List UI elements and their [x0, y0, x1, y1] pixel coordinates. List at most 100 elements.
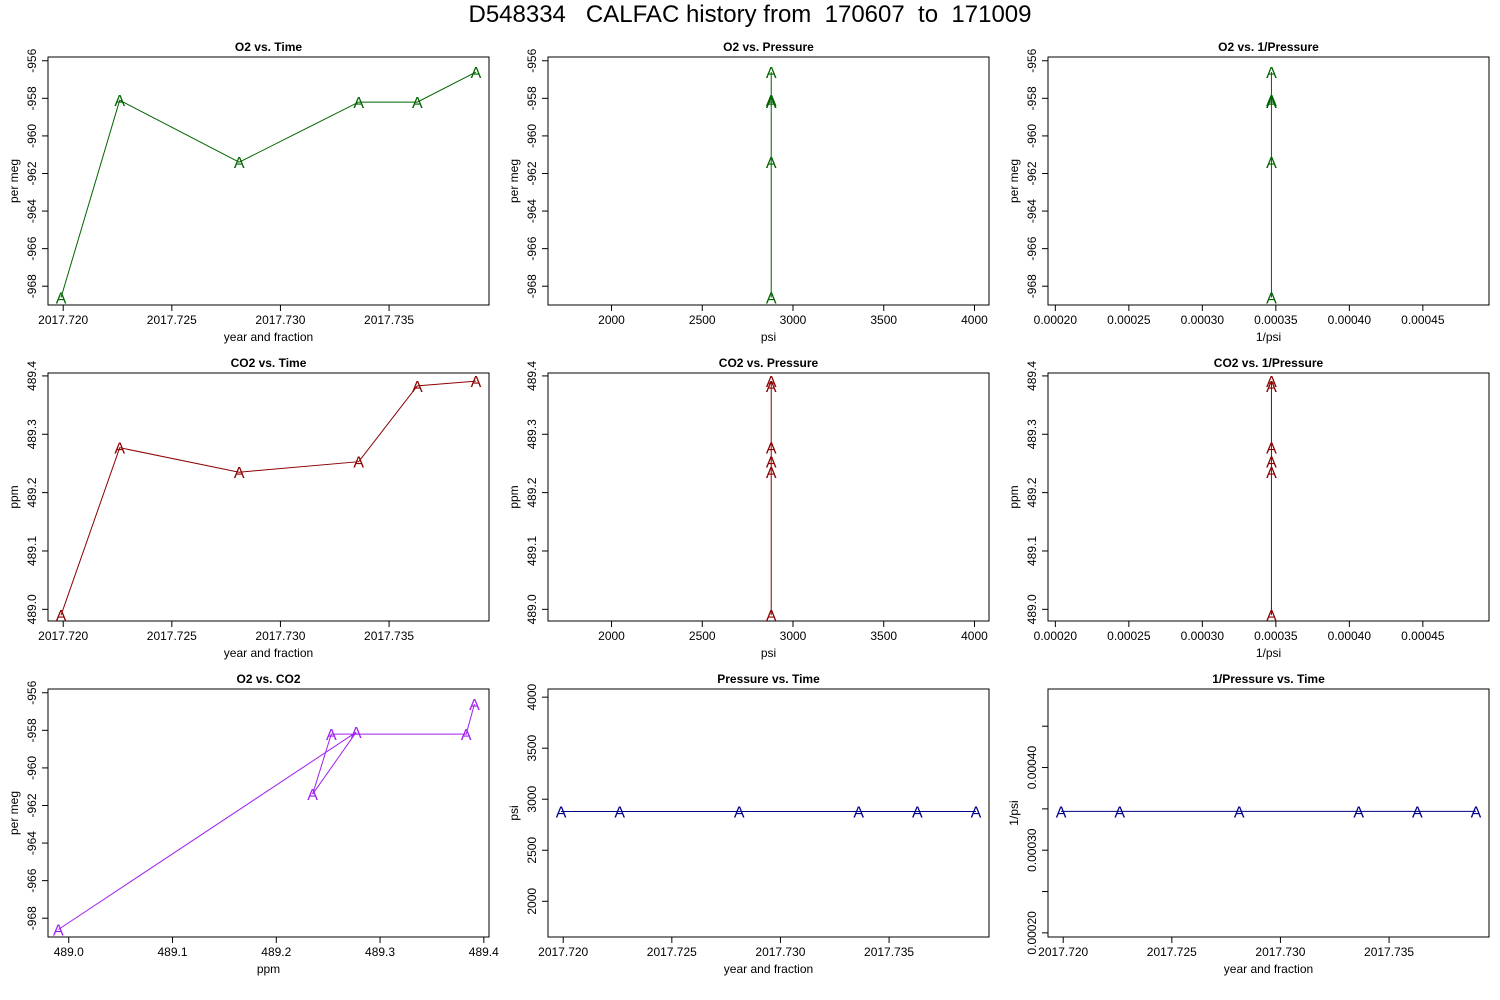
chart-panel-o2-vs-pressure: O2 vs. Pressure 2000 2500 3000 3500 4000 -968 -… — [507, 40, 990, 344]
x-axis-label: year and fraction — [1224, 962, 1313, 976]
x-tick-label: 2017.725 — [1147, 945, 1197, 959]
x-tick-label: 4000 — [961, 313, 988, 327]
y-tick-label: -966 — [25, 236, 39, 260]
data-point: A — [1353, 804, 1364, 821]
panel-title: O2 vs. Pressure — [723, 40, 814, 54]
y-tick-label: -960 — [25, 124, 39, 148]
plot-frame — [1047, 56, 1490, 306]
x-tick-label: 2017.720 — [38, 313, 88, 327]
y-tick-label: -956 — [25, 48, 39, 72]
x-tick-label: 489.3 — [365, 945, 395, 959]
data-point: A — [351, 725, 362, 742]
y-tick-label: -962 — [25, 793, 39, 817]
x-tick-label: 0.00035 — [1254, 313, 1298, 327]
x-tick-label: 2000 — [598, 629, 625, 643]
data-point: A — [766, 65, 777, 82]
plot-frame — [1047, 688, 1490, 938]
y-tick-label: 489.2 — [25, 477, 39, 507]
panel-title: O2 vs. 1/Pressure — [1218, 40, 1319, 54]
y-tick-label: 4000 — [525, 683, 539, 710]
y-tick-label: -966 — [1025, 236, 1039, 260]
data-point: A — [114, 441, 125, 458]
data-point: A — [766, 95, 777, 112]
x-tick-label: 2500 — [689, 313, 716, 327]
x-tick-label: 489.4 — [469, 945, 499, 959]
data-point: A — [353, 455, 364, 472]
data-point: A — [766, 465, 777, 482]
x-tick-label: 2017.735 — [1364, 945, 1414, 959]
y-tick-label: -960 — [525, 124, 539, 148]
data-point: A — [766, 441, 777, 458]
data-point: A — [614, 804, 625, 821]
y-tick-label: -962 — [25, 161, 39, 185]
data-point: A — [412, 379, 423, 396]
panel-title: CO2 vs. Time — [231, 356, 307, 370]
data-point: A — [326, 727, 337, 744]
plot-frame — [47, 56, 490, 306]
chart-panel-o2-vs-co2: O2 vs. CO2 489.0 489.1 489.2 489.3 489.4 -968 -… — [7, 672, 499, 976]
x-tick-label: 0.00045 — [1401, 629, 1445, 643]
data-point: A — [56, 608, 67, 625]
data-point: A — [1266, 455, 1277, 472]
series-line — [58, 703, 475, 930]
x-axis-label: year and fraction — [724, 962, 813, 976]
data-point: A — [53, 922, 64, 939]
y-tick-label: 489.0 — [25, 594, 39, 624]
data-point: A — [766, 608, 777, 625]
x-tick-label: 0.00035 — [1254, 629, 1298, 643]
data-point: A — [1471, 804, 1482, 821]
data-point: A — [1114, 804, 1125, 821]
x-tick-label: 0.00040 — [1328, 629, 1372, 643]
y-tick-label: -962 — [525, 161, 539, 185]
x-tick-label: 0.00030 — [1181, 313, 1225, 327]
y-tick-label: 489.0 — [525, 594, 539, 624]
y-tick-label: -968 — [1025, 274, 1039, 298]
x-tick-label: 2500 — [689, 629, 716, 643]
data-point: A — [853, 804, 864, 821]
chart-panel-inv-pressure-vs-time: 1/Pressure vs. Time 2017.720 2017.725 2017.… — [1007, 672, 1490, 976]
data-point: A — [461, 727, 472, 744]
y-tick-label: 489.2 — [1025, 477, 1039, 507]
data-point: A — [307, 787, 318, 804]
y-tick-label: -956 — [25, 680, 39, 704]
x-tick-label: 0.00045 — [1401, 313, 1445, 327]
x-axis-label: 1/psi — [1256, 646, 1281, 660]
chart-panel-o2-vs-time: O2 vs. Time 2017.720 2017.725 2017.730 2017.… — [7, 40, 490, 344]
y-tick-label: 2000 — [525, 888, 539, 915]
chart-panel-o2-vs-inv-pressure: O2 vs. 1/Pressure 0.00020 0.00025 0.00030 0.… — [1007, 40, 1490, 344]
data-point: A — [1266, 93, 1277, 110]
panel-title: O2 vs. CO2 — [236, 672, 300, 686]
x-tick-label: 489.1 — [158, 945, 188, 959]
panel-title: Pressure vs. Time — [717, 672, 820, 686]
x-tick-label: 2017.730 — [755, 945, 805, 959]
y-axis-label: per meg — [507, 159, 521, 203]
chart-panel-co2-vs-time: CO2 vs. Time 2017.720 2017.725 2017.730 2017… — [7, 356, 490, 660]
x-tick-label: 3000 — [780, 313, 807, 327]
data-point: A — [114, 93, 125, 110]
y-tick-label: 489.3 — [25, 419, 39, 449]
data-point: A — [56, 290, 67, 307]
y-tick-label: -964 — [25, 831, 39, 855]
series-line — [60, 71, 477, 298]
data-point: A — [471, 65, 482, 82]
y-tick-label: -958 — [25, 718, 39, 742]
data-point: A — [469, 697, 480, 714]
data-point: A — [1266, 95, 1277, 112]
y-tick-label: 489.3 — [1025, 419, 1039, 449]
data-point: A — [971, 804, 982, 821]
y-tick-label: -966 — [25, 868, 39, 892]
data-point: A — [234, 155, 245, 172]
data-point: A — [766, 93, 777, 110]
y-tick-label: -964 — [1025, 199, 1039, 223]
x-tick-label: 2017.725 — [147, 629, 197, 643]
chart-panel-pressure-vs-time: Pressure vs. Time 2017.720 2017.725 2017.73… — [507, 672, 990, 976]
page-title: D548334 CALFAC history from 170607 to 17… — [468, 1, 1032, 28]
y-tick-label: 2500 — [525, 837, 539, 864]
x-tick-label: 489.0 — [54, 945, 84, 959]
y-tick-label: 489.1 — [525, 536, 539, 566]
data-point: A — [734, 804, 745, 821]
x-tick-label: 2017.735 — [864, 945, 914, 959]
plot-frame — [547, 56, 990, 306]
y-tick-label: -964 — [25, 199, 39, 223]
